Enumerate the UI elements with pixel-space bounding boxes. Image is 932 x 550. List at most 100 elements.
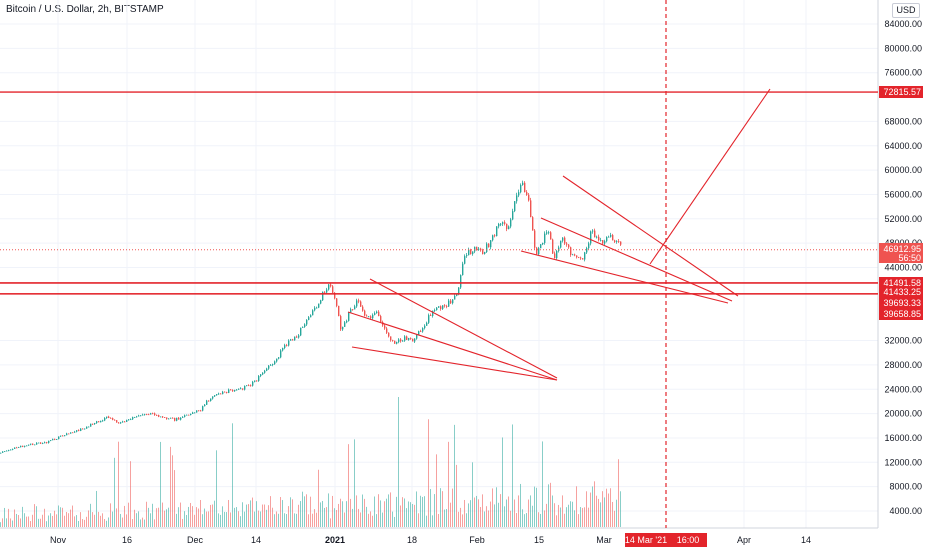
volume-bar <box>470 500 471 527</box>
volume-bar <box>586 491 587 527</box>
candle-body <box>76 430 78 432</box>
candle-body <box>12 448 14 450</box>
candle-body <box>452 299 454 304</box>
volume-bar <box>256 501 257 527</box>
candle-body <box>122 421 124 423</box>
volume-bar <box>234 507 235 527</box>
candle-body <box>450 300 452 304</box>
volume-bar <box>48 515 49 527</box>
volume-bar <box>186 514 187 527</box>
trend-line[interactable] <box>369 278 558 379</box>
candle-body <box>140 415 142 417</box>
candle-body <box>224 391 226 393</box>
volume-bar <box>536 487 537 527</box>
candle-body <box>404 336 406 341</box>
volume-bar <box>490 501 491 527</box>
x-tick-label: 15 <box>534 535 544 545</box>
chart-title: Bitcoin / U.S. Dollar, 2h, BITSTAMP <box>6 4 164 15</box>
volume-bar <box>412 504 413 527</box>
candle-body <box>424 325 426 329</box>
candle-body <box>124 421 126 423</box>
volume-bar <box>462 514 463 527</box>
candle-body <box>182 416 184 418</box>
volume-bar <box>528 499 529 527</box>
volume-bar <box>244 511 245 527</box>
candle-body <box>88 426 90 428</box>
candle-body <box>294 336 296 341</box>
volume-bar <box>136 513 137 527</box>
trend-line[interactable] <box>347 311 558 381</box>
volume-bar <box>562 495 563 527</box>
volume-bar <box>326 507 327 527</box>
candle-body <box>128 419 130 421</box>
trend-line[interactable] <box>649 88 771 265</box>
candle-body <box>144 414 146 416</box>
volume-bar <box>582 507 583 527</box>
volume-bar <box>270 496 271 527</box>
volume-bar <box>488 510 489 527</box>
trend-line[interactable] <box>351 346 558 381</box>
volume-bar <box>80 512 81 527</box>
candle-body <box>200 410 202 412</box>
y-tick-label: 4000.00 <box>889 506 922 516</box>
level-price-label-bg <box>879 286 923 298</box>
level-price-label: 72815.57 <box>883 87 921 97</box>
candle-body <box>10 449 12 451</box>
volume-bar <box>386 498 387 527</box>
volume-bar <box>330 518 331 527</box>
volume-bar <box>328 493 329 527</box>
volume-bar <box>332 495 333 527</box>
candle-body <box>554 253 556 259</box>
level-price-label-bg <box>879 86 923 98</box>
volume-bar <box>364 498 365 527</box>
candle-body <box>254 380 256 382</box>
volume-bar <box>290 497 291 527</box>
trend-line[interactable] <box>562 175 739 297</box>
candle-body <box>486 243 488 252</box>
volume-bar <box>114 457 115 527</box>
volume-bar <box>408 501 409 527</box>
candle-body <box>0 452 2 454</box>
candle-body <box>166 417 168 420</box>
volume-bar <box>472 462 473 527</box>
volume-bar <box>94 514 95 527</box>
x-tick-label: Nov <box>50 535 67 545</box>
volume-bar <box>440 488 441 527</box>
volume-bar <box>394 516 395 527</box>
candle-body <box>72 432 74 434</box>
candle-body <box>612 235 614 241</box>
volume-bar <box>118 441 119 527</box>
candle-body <box>330 284 332 287</box>
x-tick-label: Feb <box>469 535 485 545</box>
volume-bar <box>294 513 295 527</box>
volume-bar <box>420 495 421 527</box>
volume-bar <box>550 482 551 527</box>
candle-body <box>210 398 212 401</box>
trend-line[interactable] <box>540 217 733 302</box>
volume-bar <box>212 504 213 527</box>
candle-body <box>340 316 342 330</box>
candle-body <box>510 219 512 227</box>
volume-bar <box>570 501 571 527</box>
candle-body <box>592 230 594 232</box>
candle-body <box>620 241 622 245</box>
level-price-label: 41433.25 <box>883 287 921 297</box>
volume-bar <box>12 520 13 527</box>
volume-bar <box>6 518 7 527</box>
volume-bar <box>62 507 63 527</box>
candle-body <box>440 306 442 309</box>
trend-line[interactable] <box>520 250 729 304</box>
volume-bar <box>414 504 415 527</box>
candle-body <box>428 315 430 323</box>
currency-selector[interactable]: USD <box>892 3 920 18</box>
candle-body <box>616 241 618 243</box>
volume-bar <box>318 469 319 527</box>
volume-bar <box>230 512 231 527</box>
volume-bar <box>406 508 407 527</box>
candle-body <box>44 442 46 444</box>
volume-bar <box>504 506 505 527</box>
volume-bar <box>110 503 111 527</box>
candle-body <box>320 300 322 304</box>
volume-bar <box>370 511 371 527</box>
